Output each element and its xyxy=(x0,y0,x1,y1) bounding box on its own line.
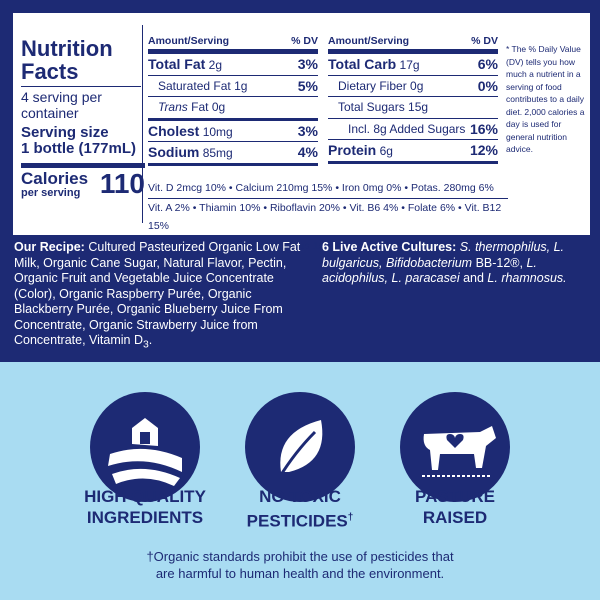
a: 0g xyxy=(410,78,424,93)
leaf-icon xyxy=(277,420,323,479)
vit-line: Vit. A 2% • Thiamin 10% • Riboflavin 20%… xyxy=(148,199,508,237)
recipe: Our Recipe: Cultured Pasteurized Organic… xyxy=(14,240,304,353)
label: Serving size xyxy=(21,124,109,141)
seg: S. thermophilus, xyxy=(459,240,551,254)
d: 6% xyxy=(477,56,498,73)
row: Saturated Fat 1g 5% xyxy=(148,76,318,97)
sub: per serving xyxy=(21,187,81,199)
seg: and xyxy=(459,271,488,285)
badge-icon xyxy=(400,392,510,502)
l: HIGH QUALITY xyxy=(84,487,206,506)
a: 15g xyxy=(408,100,429,115)
row: Total Carb 17g 6% xyxy=(328,54,498,76)
label: Our Recipe: xyxy=(14,240,85,254)
title: Nutrition Facts xyxy=(21,36,113,84)
l: PESTICIDES xyxy=(246,511,348,531)
a: 2g xyxy=(208,58,222,73)
badge-icon xyxy=(90,392,200,502)
vit-line: Vit. D 2mcg 10% • Calcium 210mg 15% • Ir… xyxy=(148,179,508,199)
h: Amount/Serving xyxy=(148,35,230,47)
bottom-note: †Organic standards prohibit the use of p… xyxy=(0,548,600,582)
d: 4% xyxy=(297,144,318,161)
l: PASTURE xyxy=(415,487,495,506)
a: 85mg xyxy=(202,146,233,161)
a: 1g xyxy=(234,78,248,93)
d: 3% xyxy=(297,56,318,73)
badges-panel: HIGH QUALITY INGREDIENTS NO TOXIC PESTICID… xyxy=(0,362,600,600)
row: Protein 6g 12% xyxy=(328,140,498,164)
cow-icon xyxy=(422,426,496,477)
h: Amount/Serving xyxy=(328,35,410,47)
calories: Calories per serving 110 xyxy=(21,163,145,199)
sub: 3 xyxy=(143,339,149,351)
seg: L. bulgaricus, xyxy=(322,240,565,270)
badge-icon xyxy=(245,392,355,502)
l: NO TOXIC xyxy=(259,487,341,506)
n: Trans xyxy=(158,100,188,115)
vit-line: Pantothenic Acid 8% • Phosphorus 15% • M… xyxy=(148,239,479,252)
divider xyxy=(142,25,143,223)
d: 3% xyxy=(297,122,318,139)
mark: † xyxy=(347,512,354,523)
n: Sodium xyxy=(148,144,200,161)
left-table: Amount/Serving % DV Total Fat 2g 3% Satura… xyxy=(148,35,318,166)
l: are harmful to human health and the envi… xyxy=(155,566,445,581)
d: 16% xyxy=(469,120,498,137)
h: % DV xyxy=(291,35,318,47)
header: Amount/Serving % DV xyxy=(148,35,318,54)
end: . xyxy=(148,333,153,347)
a: Fat 0g xyxy=(191,100,226,115)
n: Total Carb xyxy=(328,56,397,73)
servings: 4 serving per container xyxy=(21,86,141,121)
l: RAISED xyxy=(422,508,488,527)
n: Dietary Fiber xyxy=(338,78,407,93)
cultures: 6 Live Active Cultures: S. thermophilus,… xyxy=(322,240,582,287)
row: Cholest 10mg 3% xyxy=(148,121,318,142)
badge-label: PASTURE RAISED xyxy=(355,486,555,528)
value: 110 xyxy=(99,168,145,199)
d: 0% xyxy=(477,77,498,94)
n: Protein xyxy=(328,142,377,159)
row: Sodium 85mg 4% xyxy=(148,142,318,166)
l: INGREDIENTS xyxy=(86,508,204,527)
seg: L. paracasei xyxy=(391,271,460,285)
text: Cultured Pasteurized Organic Low Fat Mil… xyxy=(14,240,301,347)
row: Trans Fat 0g xyxy=(148,97,318,121)
row: Dietary Fiber 0g 0% xyxy=(328,76,498,97)
row: Total Sugars 15g xyxy=(328,97,498,119)
n: Incl. 8g Added Sugars xyxy=(348,121,466,136)
n: Total Sugars xyxy=(338,100,405,115)
h: % DV xyxy=(471,35,498,47)
d: 5% xyxy=(297,77,318,94)
n: Cholest xyxy=(148,122,200,139)
l: †Organic standards prohibit the use of p… xyxy=(146,549,454,564)
seg: L. acidophilus, xyxy=(322,255,537,286)
nutrition-panel: Nutrition Facts 4 serving per container … xyxy=(13,13,590,252)
header: Amount/Serving % DV xyxy=(328,35,498,54)
value: 1 bottle (177mL) xyxy=(21,140,137,157)
row: Incl. 8g Added Sugars 16% xyxy=(328,119,498,140)
seg: BB-12®, xyxy=(472,255,523,270)
seg: L. rhamnosus. xyxy=(487,271,567,285)
right-table: Amount/Serving % DV Total Carb 17g 6% Diet… xyxy=(328,35,498,164)
a: 17g xyxy=(399,58,420,73)
seg: Bifidobacterium xyxy=(385,255,473,270)
label: 6 Live Active Cultures: xyxy=(322,240,457,254)
a: 10mg xyxy=(202,124,233,139)
badge-label: NO TOXIC PESTICIDES† xyxy=(200,486,400,532)
vitamins: Vit. D 2mcg 10% • Calcium 210mg 15% • Ir… xyxy=(148,179,508,255)
farm-icon xyxy=(108,418,182,486)
n: Saturated Fat xyxy=(158,78,231,93)
serving-size: Serving size 1 bottle (177mL) xyxy=(21,125,141,157)
n: Total Fat xyxy=(148,56,206,73)
footnote: * The % Daily Value (DV) tells you how m… xyxy=(506,44,585,154)
badge-label: HIGH QUALITY INGREDIENTS xyxy=(45,486,245,528)
d: 12% xyxy=(469,142,498,159)
label: Calories xyxy=(21,169,89,188)
row: Total Fat 2g 3% xyxy=(148,54,318,76)
a: 6g xyxy=(379,144,393,159)
